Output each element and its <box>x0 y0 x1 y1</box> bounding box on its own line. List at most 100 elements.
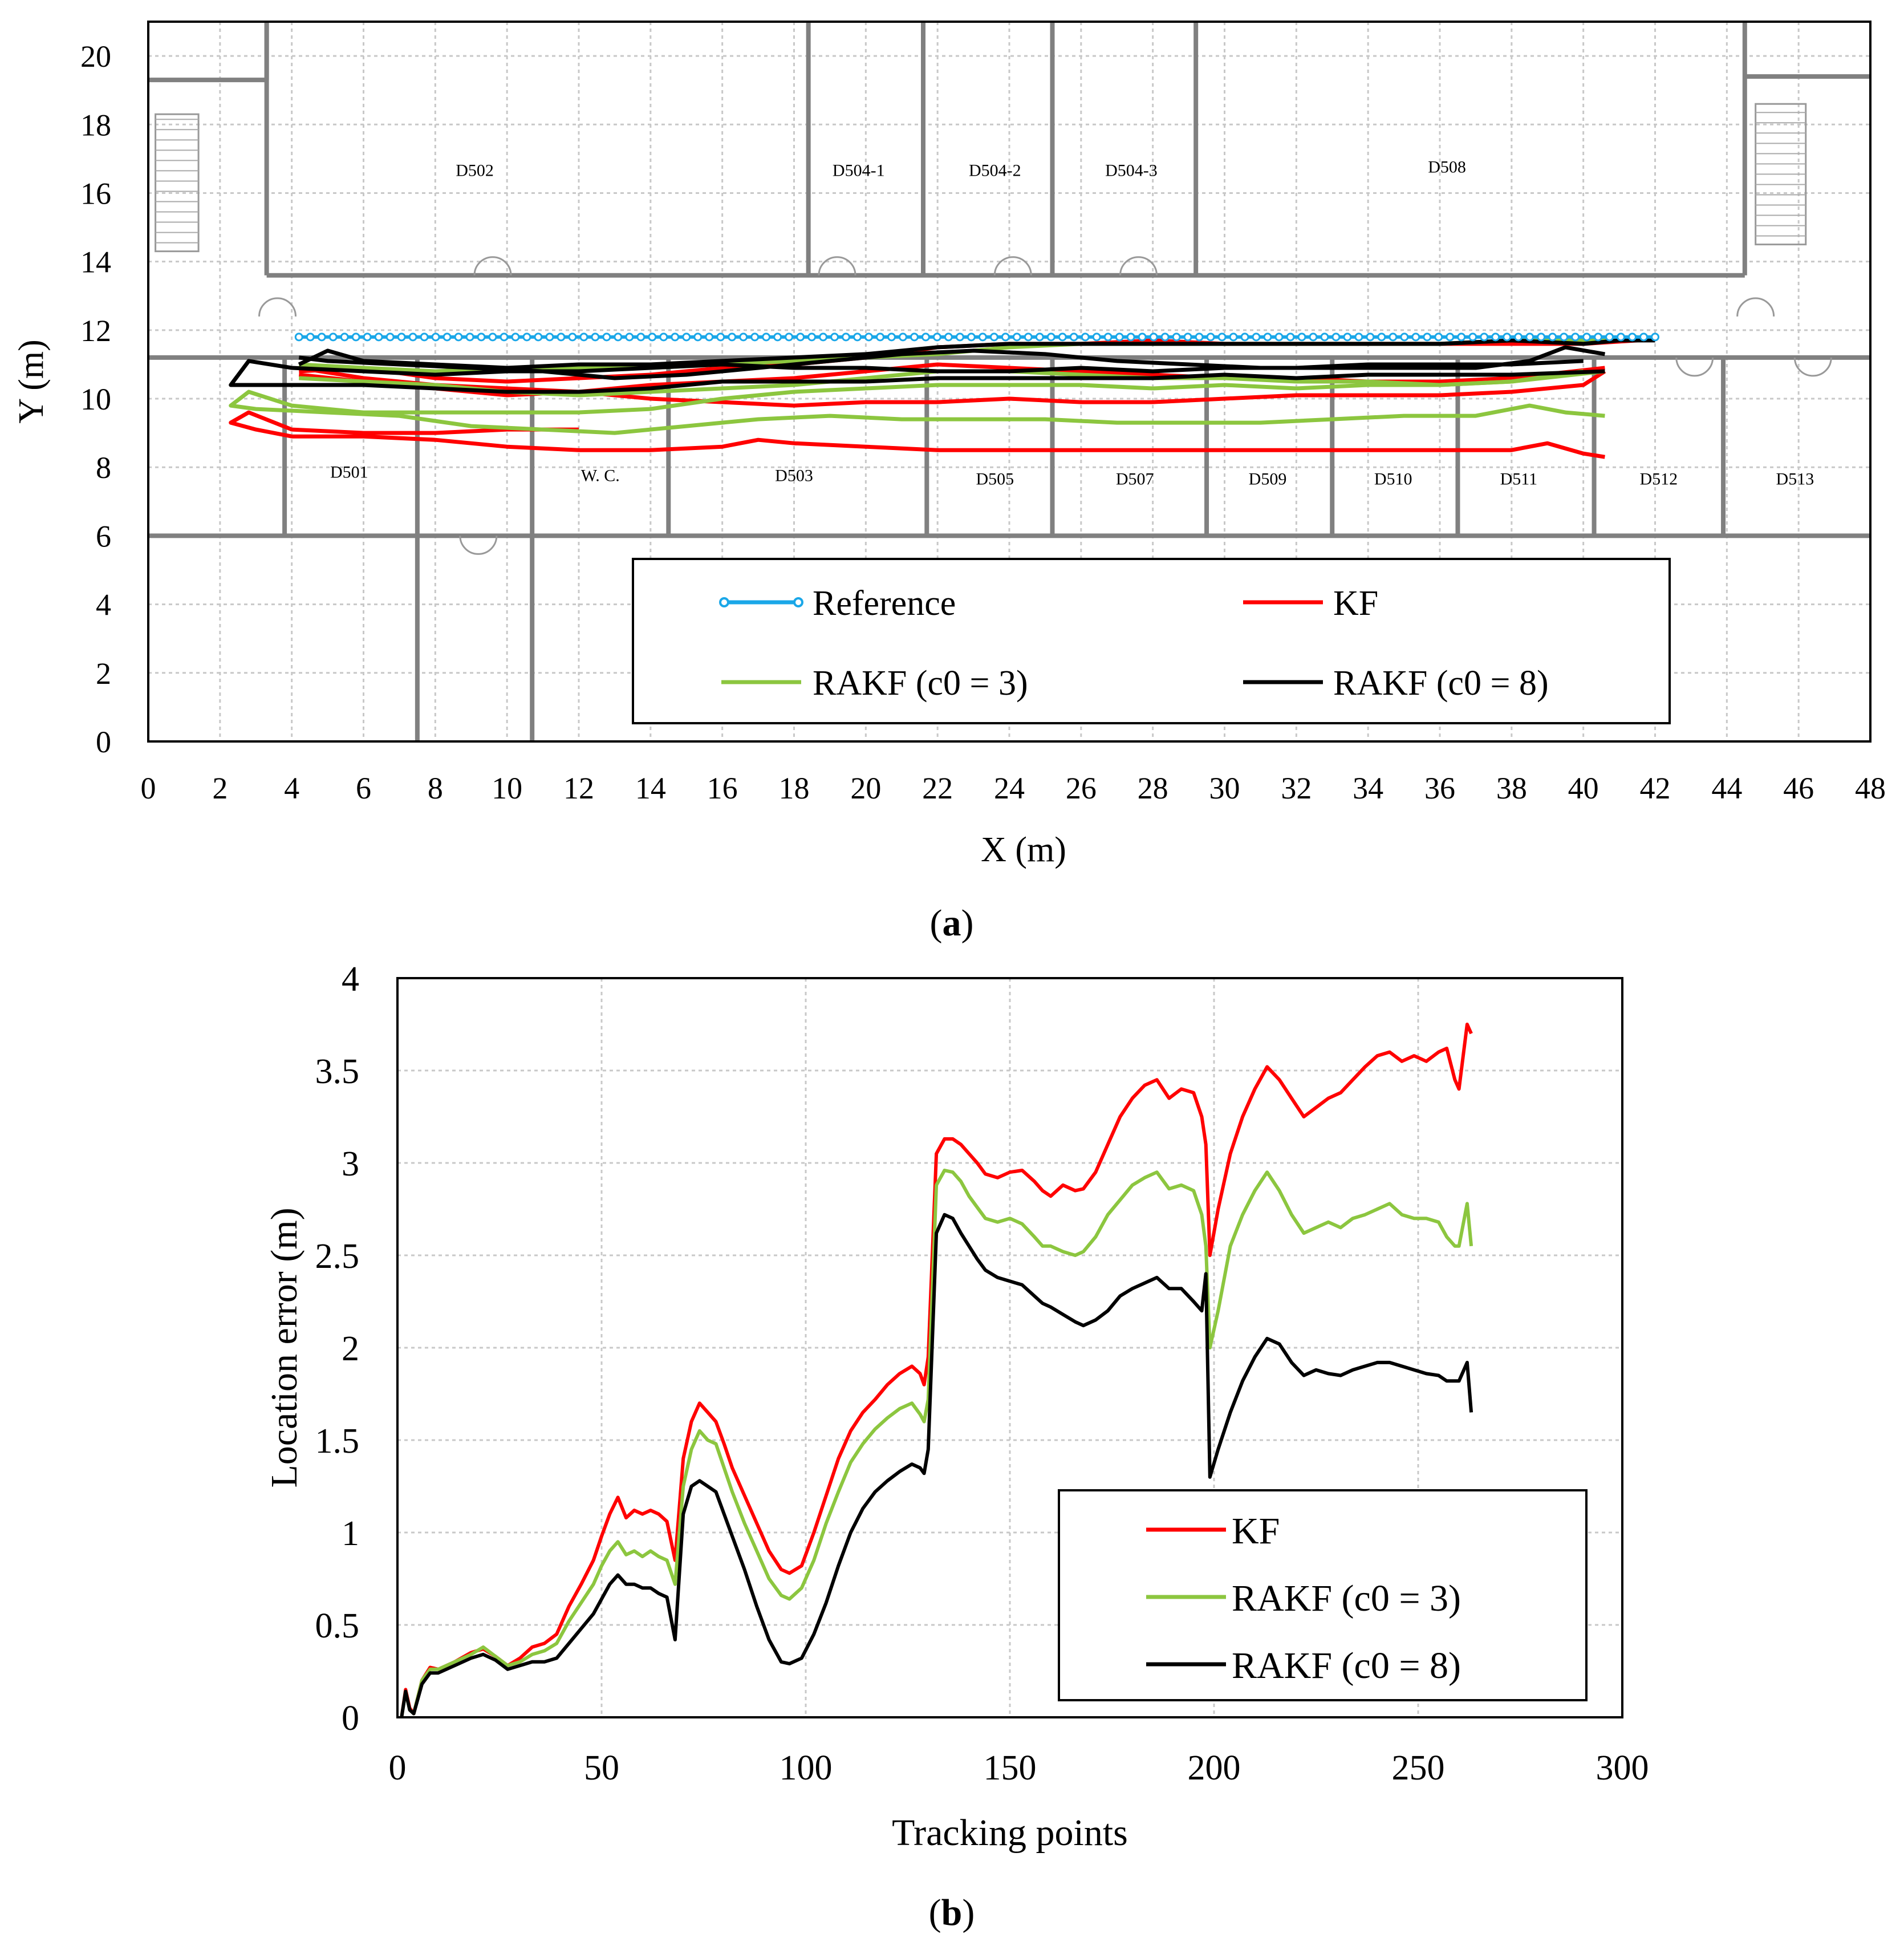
reference-point <box>716 333 725 342</box>
reference-point <box>1012 333 1021 342</box>
legend-rakf3-label: RAKF (c0 = 3) <box>1232 1578 1461 1619</box>
x-tick-label: 200 <box>1188 1749 1241 1787</box>
reference-point <box>648 333 657 342</box>
reference-point <box>408 333 417 342</box>
door-arc <box>258 297 297 317</box>
reference-point <box>1434 333 1443 342</box>
reference-point <box>693 333 703 342</box>
reference-point <box>1537 333 1546 342</box>
room-label: D510 <box>1374 469 1412 488</box>
reference-point <box>500 333 509 342</box>
reference-point <box>898 333 907 342</box>
reference-point <box>1525 333 1534 342</box>
series-kf-path <box>298 366 1606 408</box>
reference-point <box>1092 333 1101 342</box>
reference-point <box>431 333 440 342</box>
room-label: D513 <box>1776 469 1814 488</box>
x-tick-label: 2 <box>212 771 228 805</box>
panel-a-y-axis-label: Y (m) <box>12 339 51 424</box>
series-kf-line <box>400 1023 1473 1718</box>
panel-a-plot-frame <box>147 21 1871 743</box>
legend-reference-marker <box>793 597 803 607</box>
y-tick-label: 20 <box>80 39 111 74</box>
reference-point <box>1126 333 1135 342</box>
reference-point <box>932 333 941 342</box>
reference-point <box>659 333 668 342</box>
reference-point <box>1628 333 1637 342</box>
reference-point <box>1229 333 1238 342</box>
x-tick-label: 42 <box>1640 771 1671 805</box>
y-tick-label: 2 <box>342 1329 359 1368</box>
room-label: D504-1 <box>833 161 885 180</box>
panel-a-series <box>229 333 1659 459</box>
reference-point <box>1069 333 1078 342</box>
reference-point <box>557 333 566 342</box>
reference-point <box>989 333 998 342</box>
x-tick-label: 24 <box>994 771 1025 805</box>
reference-point <box>1024 333 1033 342</box>
reference-point <box>1423 333 1432 342</box>
reference-point <box>1309 333 1318 342</box>
reference-point <box>545 333 554 342</box>
panel-b-error-chart: 0 50 100 150 200 250 300 0 0.5 1 1.5 2 2.5 3 3.5 4 Tra… <box>263 960 1649 1933</box>
x-tick-label: 0 <box>389 1749 407 1787</box>
reference-point <box>397 333 406 342</box>
reference-point <box>864 333 874 342</box>
y-tick-label: 0.5 <box>315 1607 360 1645</box>
room-label: D509 <box>1249 469 1287 488</box>
reference-point <box>1446 333 1455 342</box>
y-tick-label: 1 <box>342 1514 359 1553</box>
reference-point <box>876 333 884 342</box>
series-rakf8-line <box>400 1213 1473 1718</box>
reference-point <box>1514 333 1523 342</box>
reference-point <box>796 333 805 342</box>
reference-point <box>1343 333 1352 342</box>
reference-point <box>317 333 326 342</box>
reference-point <box>306 333 315 342</box>
panel-b-caption: (b) <box>929 1892 975 1933</box>
panel-b-legend: KF RAKF (c0 = 3) RAKF (c0 = 8) <box>1058 1489 1588 1701</box>
reference-point <box>785 333 794 342</box>
reference-point <box>1320 333 1329 342</box>
reference-point <box>442 333 452 342</box>
reference-point <box>1206 333 1215 342</box>
panel-b-x-axis-label: Tracking points <box>892 1812 1128 1854</box>
door-arc <box>473 256 512 275</box>
reference-point <box>807 333 817 342</box>
x-tick-label: 38 <box>1496 771 1527 805</box>
room-label: D511 <box>1500 469 1538 488</box>
room-label: W. C. <box>581 466 620 485</box>
x-tick-label: 44 <box>1711 771 1742 805</box>
reference-point <box>420 333 429 342</box>
reference-point <box>465 333 474 342</box>
panel-b-plot-frame <box>396 977 1623 1718</box>
x-tick-label: 8 <box>428 771 443 805</box>
x-tick-label: 0 <box>141 771 156 805</box>
legend-kf-label: KF <box>1333 584 1378 623</box>
reference-point <box>534 333 543 342</box>
reference-point <box>1571 333 1580 342</box>
reference-point <box>340 333 349 342</box>
reference-point <box>351 333 360 342</box>
x-tick-label: 10 <box>492 771 522 805</box>
reference-point <box>568 333 577 342</box>
reference-point <box>1115 333 1124 342</box>
reference-point <box>1366 333 1375 342</box>
series-rakf8-path <box>298 345 1605 380</box>
reference-point <box>591 333 600 342</box>
reference-point <box>1503 333 1512 342</box>
x-tick-label: 48 <box>1855 771 1886 805</box>
reference-point <box>921 333 930 342</box>
x-tick-label: 16 <box>707 771 738 805</box>
reference-point <box>739 333 748 342</box>
reference-point <box>1195 333 1204 342</box>
door-arc <box>1793 357 1832 377</box>
x-tick-label: 26 <box>1066 771 1097 805</box>
legend-rakf8-label: RAKF (c0 = 8) <box>1333 664 1549 703</box>
room-label: D505 <box>976 469 1014 488</box>
y-tick-label: 2.5 <box>315 1237 360 1276</box>
panel-a-floor-plan-chart: D502 D504-1 D504-2 D504-3 D508 D501 W. C. D503 D… <box>12 21 1886 944</box>
door-arc <box>1675 357 1714 377</box>
reference-point <box>1274 333 1284 342</box>
room-label: D504-2 <box>969 161 1021 180</box>
